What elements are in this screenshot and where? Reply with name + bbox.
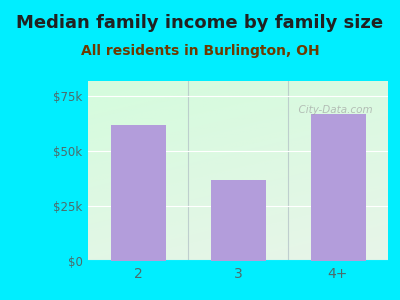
Bar <box>210 180 266 261</box>
Text: City-Data.com: City-Data.com <box>292 105 373 116</box>
Bar <box>110 125 166 261</box>
Bar <box>310 114 366 261</box>
Text: Median family income by family size: Median family income by family size <box>16 14 384 32</box>
Text: All residents in Burlington, OH: All residents in Burlington, OH <box>81 44 319 58</box>
